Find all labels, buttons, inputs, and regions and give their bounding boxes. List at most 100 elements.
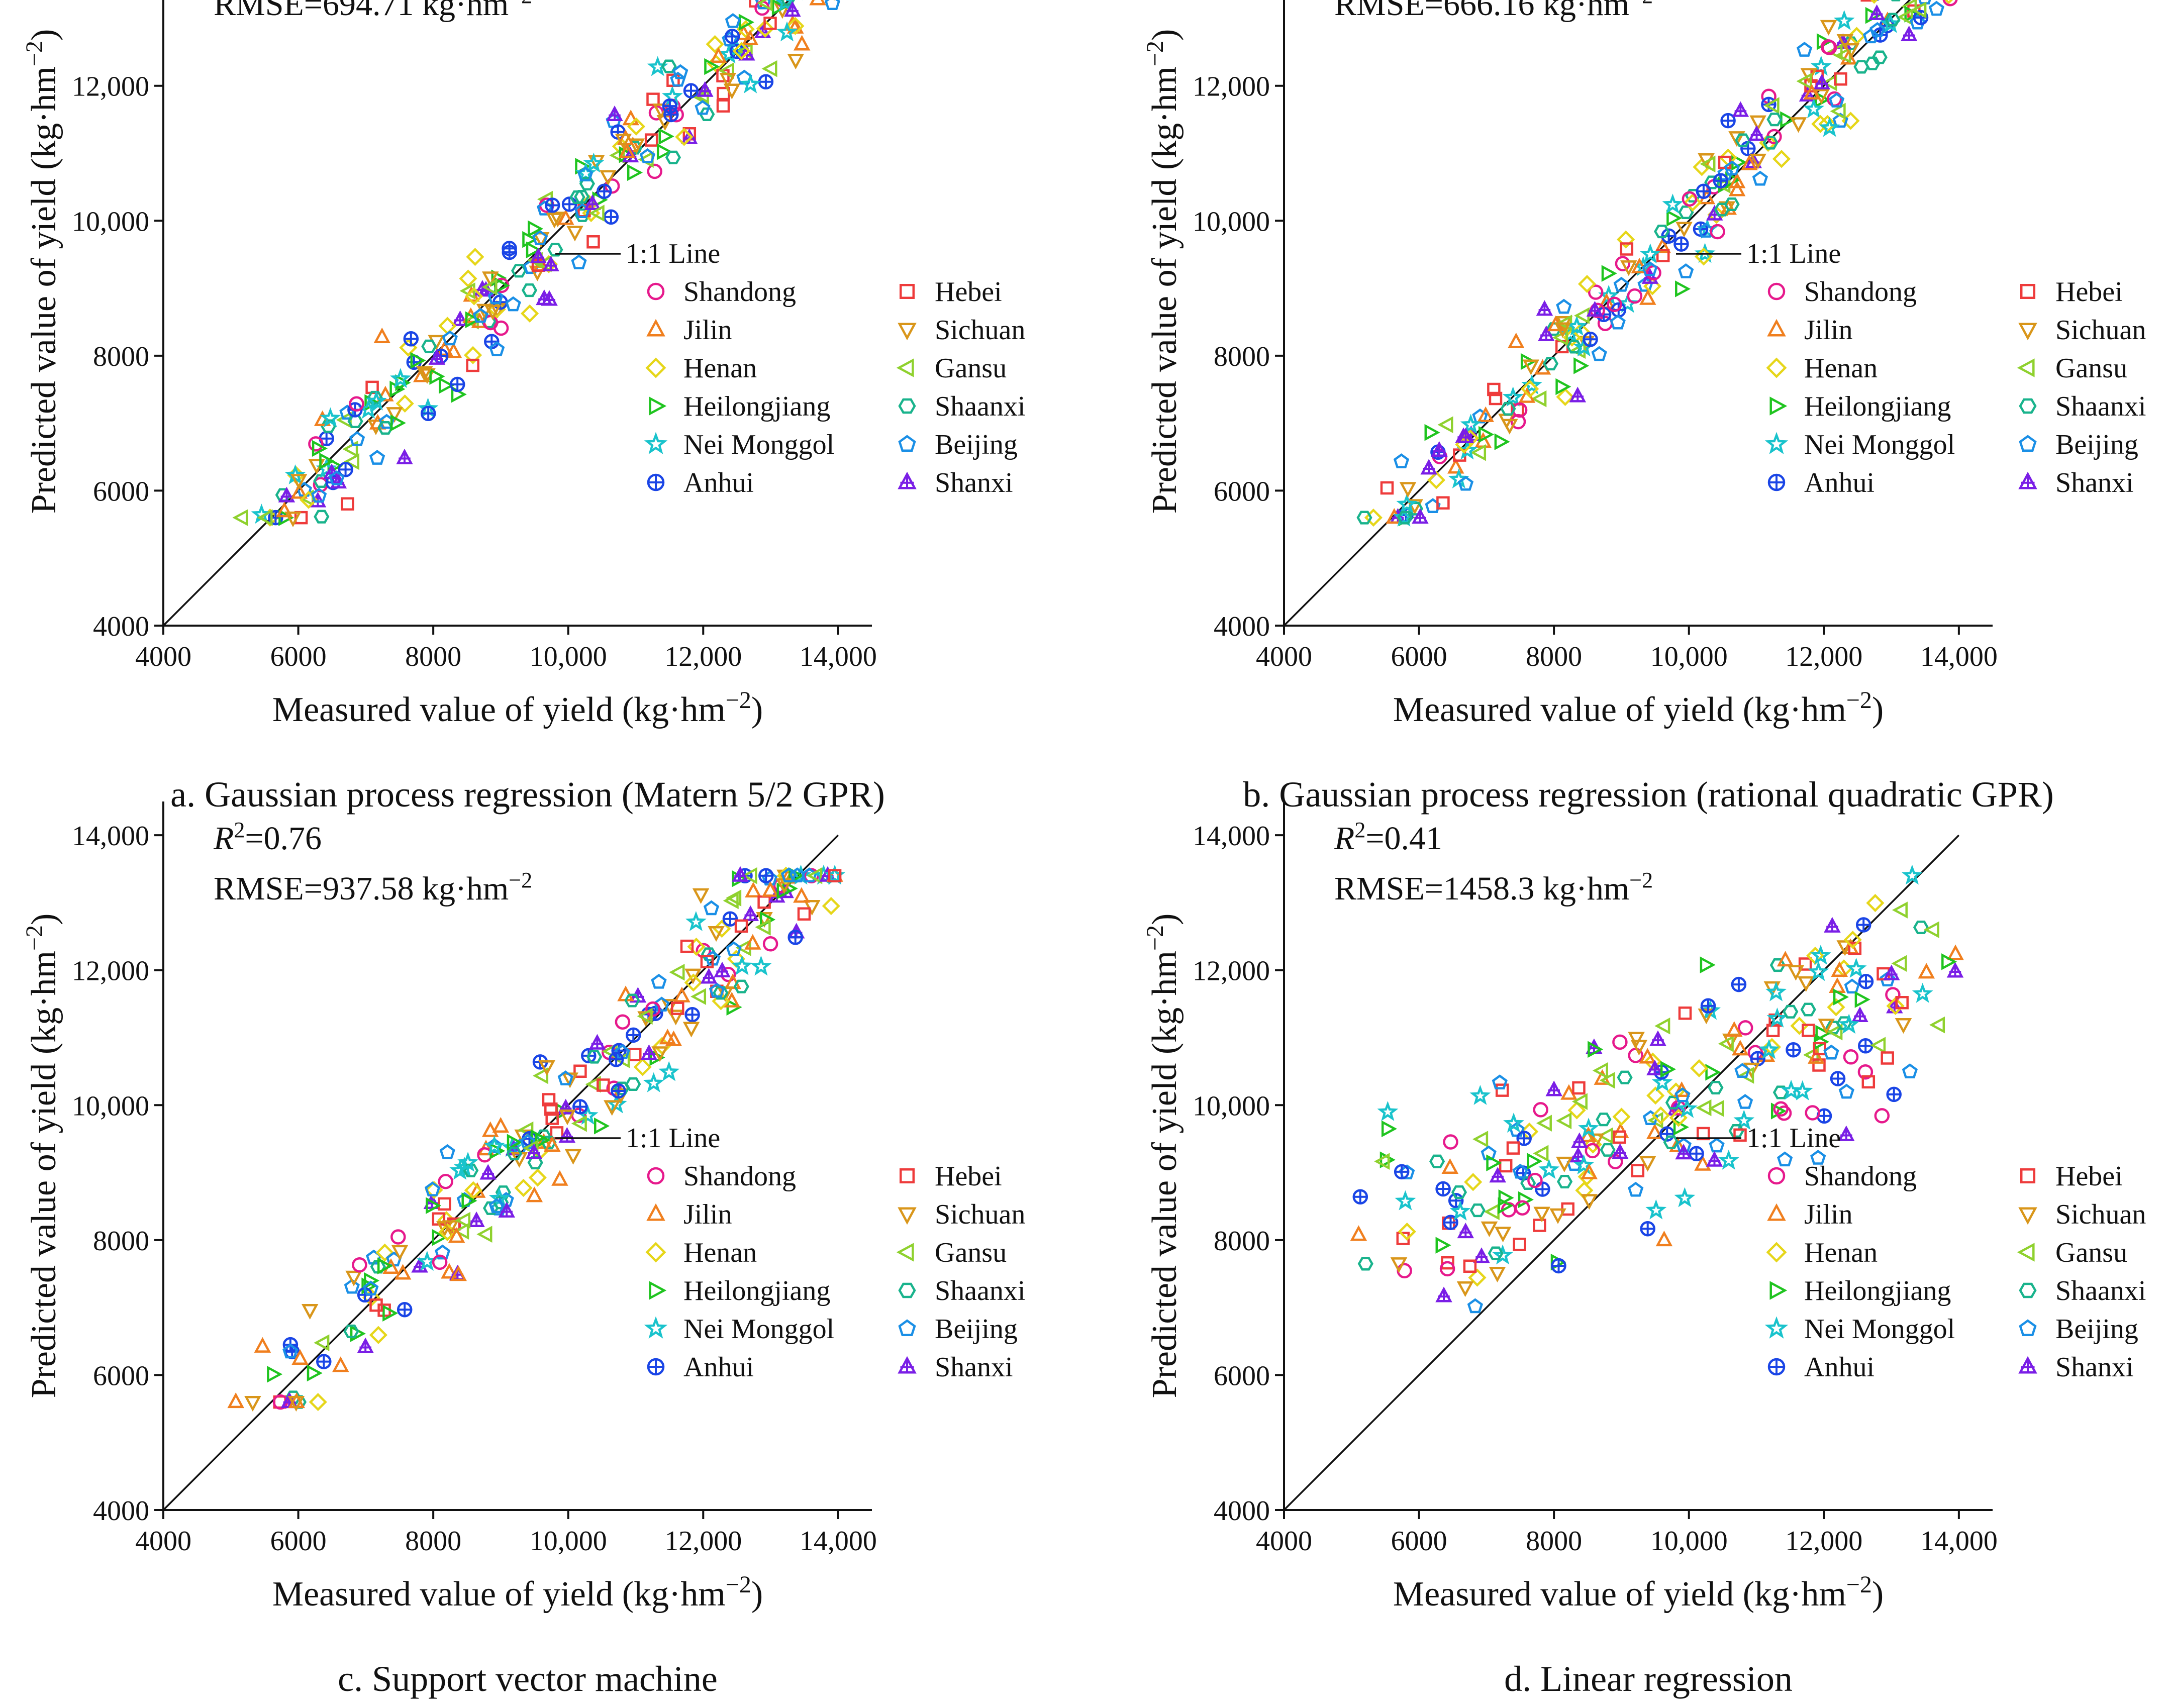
data-point-beijing	[1678, 263, 1694, 278]
data-point-shaanxi	[1913, 920, 1929, 935]
data-point-shanxi	[697, 81, 714, 97]
legend-marker	[2019, 1319, 2037, 1336]
data-point-anhui	[1700, 998, 1716, 1014]
data-point-henan	[521, 304, 539, 323]
data-point-gansu	[1708, 1100, 1724, 1117]
data-point-shaanxi	[1853, 60, 1869, 74]
data-point-shaanxi	[343, 1324, 359, 1338]
data-point-henan	[1578, 1167, 1596, 1186]
data-point-anhui	[1640, 1221, 1655, 1237]
data-point-sichuan	[651, 1046, 668, 1062]
data-point-gansu	[1763, 97, 1780, 114]
data-point-shandong	[1607, 296, 1622, 312]
data-point-gansu	[1472, 1131, 1489, 1148]
data-point-sichuan	[1698, 1009, 1715, 1025]
y-tick-label: 6000	[1214, 1360, 1270, 1391]
data-point-jilin	[1694, 1155, 1711, 1171]
data-point-shaanxi	[1728, 1124, 1744, 1138]
data-point-beijing	[1642, 1110, 1659, 1125]
data-point-shaanxi	[1864, 56, 1881, 70]
legend-marker	[649, 396, 667, 416]
data-point-henan	[1843, 931, 1862, 949]
data-point-henan	[1468, 1268, 1487, 1287]
data-point-heilongjiang	[507, 1134, 523, 1151]
data-point-beijing	[1591, 346, 1607, 361]
data-point-hebei	[671, 1001, 684, 1015]
data-point-beijing	[1869, 22, 1886, 37]
data-point-beijing	[344, 1278, 360, 1294]
legend-label: Hebei	[2055, 1161, 2123, 1192]
legend-marker	[898, 1207, 917, 1225]
data-point-hebei	[1533, 1219, 1546, 1232]
data-point-shanxi	[1646, 1059, 1663, 1075]
data-point-heilongjiang	[1700, 956, 1716, 973]
data-point-beijing	[1556, 298, 1572, 314]
legend-marker	[1767, 319, 1786, 337]
data-point-hebei	[1718, 155, 1732, 169]
data-point-gansu	[1827, 1023, 1843, 1041]
data-point-nei-monggol	[643, 1072, 664, 1092]
legend-marker	[2019, 435, 2037, 452]
data-point-shaanxi	[320, 419, 337, 433]
scatter-points	[1350, 864, 1964, 1314]
data-point-shanxi	[558, 1127, 576, 1143]
data-point-heilongjiang	[704, 58, 720, 75]
data-point-heilongjiang	[1660, 1061, 1677, 1078]
legend-label: Beijing	[935, 429, 1018, 460]
data-point-beijing	[1457, 475, 1474, 491]
data-point-sichuan	[1836, 34, 1854, 50]
x-tick-label: 4000	[135, 1526, 191, 1557]
data-point-jilin	[227, 1392, 244, 1409]
data-point-beijing	[1481, 1145, 1497, 1161]
data-point-shaanxi	[463, 1163, 479, 1177]
data-point-beijing	[1823, 1044, 1839, 1060]
data-point-shaanxi	[377, 421, 393, 435]
data-point-sichuan	[787, 54, 805, 70]
data-point-hebei	[1895, 996, 1909, 1010]
legend-label: Jilin	[683, 1199, 732, 1230]
data-point-gansu	[757, 0, 773, 12]
data-point-jilin	[551, 1170, 568, 1186]
data-point-jilin	[1831, 961, 1848, 977]
data-point-hebei	[1802, 1024, 1815, 1037]
data-point-henan	[712, 992, 730, 1011]
x-tick-label: 14,000	[800, 641, 877, 672]
data-point-gansu	[1592, 1062, 1608, 1079]
y-tick-label: 14,000	[72, 821, 149, 852]
legend-marker	[1769, 1281, 1788, 1300]
data-point-beijing	[1828, 92, 1845, 108]
data-point-gansu	[1374, 1153, 1390, 1170]
data-point-heilongjiang	[1705, 1064, 1721, 1081]
data-point-hebei	[680, 939, 694, 953]
data-point-shaanxi	[1488, 1246, 1504, 1260]
data-point-shanxi	[1457, 427, 1474, 443]
data-point-shaanxi	[1617, 1070, 1633, 1084]
data-point-henan	[459, 269, 477, 288]
data-point-nei-monggol	[1766, 1007, 1788, 1028]
data-point-shandong	[1773, 1101, 1789, 1117]
data-point-shandong	[1805, 1105, 1820, 1121]
data-point-beijing	[1832, 113, 1848, 128]
data-point-heilongjiang	[526, 241, 542, 259]
data-point-nei-monggol	[731, 955, 753, 975]
data-point-hebei	[1555, 340, 1569, 354]
legend-label: Beijing	[935, 1314, 1018, 1345]
data-point-jilin	[665, 1030, 682, 1046]
data-point-jilin	[1581, 1163, 1598, 1179]
data-point-jilin	[441, 1263, 458, 1279]
legend-label: Shaanxi	[2055, 1275, 2146, 1307]
data-point-beijing	[369, 450, 385, 465]
data-point-jilin	[1918, 963, 1935, 979]
legend-label: Shanxi	[2055, 1352, 2134, 1383]
data-point-anhui	[1689, 1146, 1704, 1162]
data-point-shanxi	[1569, 1147, 1587, 1163]
data-point-gansu	[588, 205, 605, 222]
y-tick-label: 6000	[1214, 476, 1270, 507]
axes: 4000 6000 8000 10,000 12,000 14,000 4000 6000 80…	[72, 801, 877, 1557]
legend-marker	[2017, 1243, 2035, 1262]
data-point-gansu	[257, 509, 273, 526]
data-point-nei-monggol	[776, 21, 798, 42]
legend-marker	[2019, 398, 2037, 414]
data-point-sichuan	[391, 1245, 409, 1261]
legend-line-label: 1:1 Line	[1746, 1123, 1841, 1154]
